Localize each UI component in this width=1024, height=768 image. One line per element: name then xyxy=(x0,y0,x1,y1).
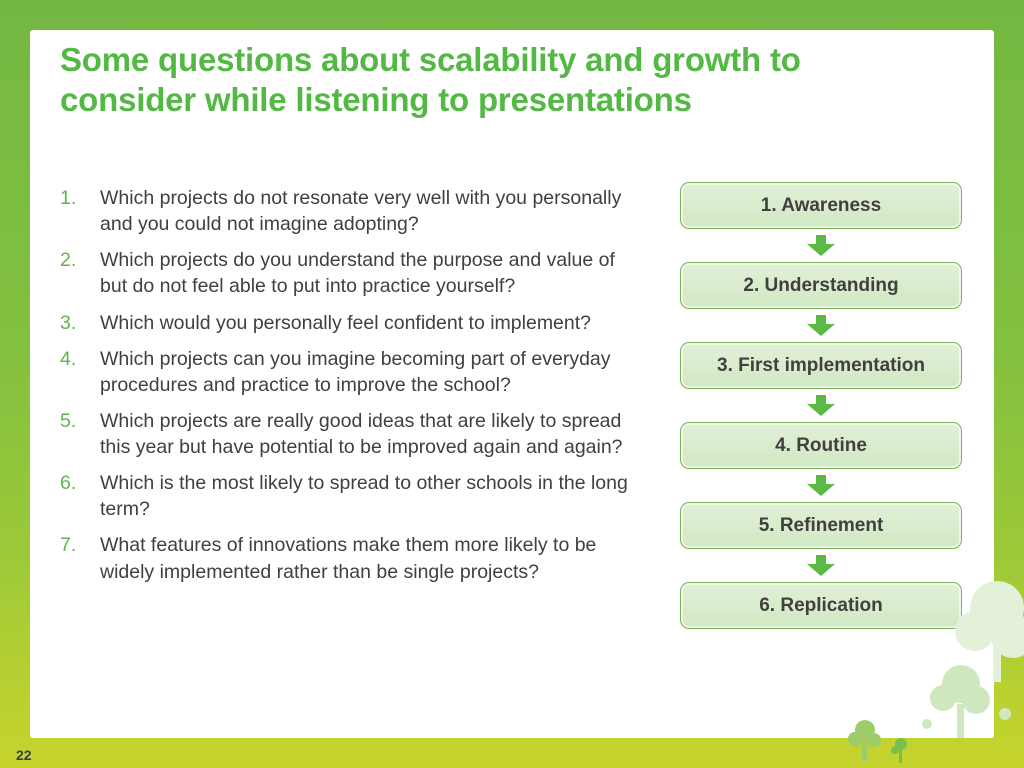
slide-title: Some questions about scalability and gro… xyxy=(60,41,801,118)
slide-content-panel: Some questions about scalability and gro… xyxy=(30,30,994,738)
arrow-down-icon xyxy=(807,315,835,336)
list-item: 6. Which is the most likely to spread to… xyxy=(60,470,645,522)
list-item-number: 3. xyxy=(60,311,77,334)
list-item: 2. Which projects do you understand the … xyxy=(60,247,645,299)
list-item-text: Which projects can you imagine becoming … xyxy=(100,347,611,396)
list-item-text: Which projects are really good ideas tha… xyxy=(100,409,623,458)
arrow-down-icon xyxy=(807,395,835,416)
list-item-number: 1. xyxy=(60,187,77,209)
flow-step-first-implementation: 3. First implementation xyxy=(680,342,962,389)
list-item: 5. Which projects are really good ideas … xyxy=(60,408,645,460)
list-item-number: 6. xyxy=(60,472,77,495)
arrow-down-icon xyxy=(807,555,835,576)
flow-arrow xyxy=(807,309,835,342)
flow-step-label: 2. Understanding xyxy=(743,274,899,296)
list-item: 3. Which would you personally feel confi… xyxy=(60,310,645,336)
list-item-number: 5. xyxy=(60,409,77,432)
flow-arrow xyxy=(807,469,835,502)
page-number: 22 xyxy=(16,747,32,763)
list-item-number: 7. xyxy=(60,534,77,557)
flow-step-understanding: 2. Understanding xyxy=(680,262,962,309)
flow-step-refinement: 5. Refinement xyxy=(680,502,962,549)
list-item-text: Which is the most likely to spread to ot… xyxy=(100,472,628,521)
list-item: 4. Which projects can you imagine becomi… xyxy=(60,346,645,398)
flow-arrow xyxy=(807,229,835,262)
list-item-text: Which would you personally feel confiden… xyxy=(100,311,592,334)
flow-step-label: 1. Awareness xyxy=(760,194,882,216)
list-item-number: 4. xyxy=(60,347,77,370)
flow-step-awareness: 1. Awareness xyxy=(680,182,962,229)
arrow-down-icon xyxy=(807,235,835,256)
flow-arrow xyxy=(807,549,835,582)
list-item-number: 2. xyxy=(60,249,77,272)
list-item: 7. What features of innovations make the… xyxy=(60,532,645,584)
list-item-text: What features of innovations make them m… xyxy=(100,534,597,583)
arrow-down-icon xyxy=(807,475,835,496)
flow-step-replication: 6. Replication xyxy=(680,582,962,629)
flow-arrow xyxy=(807,389,835,422)
flow-step-label: 6. Replication xyxy=(759,594,883,616)
flow-step-routine: 4. Routine xyxy=(680,422,962,469)
list-item: 1. Which projects do not resonate very w… xyxy=(60,185,645,237)
flow-step-label: 5. Refinement xyxy=(758,514,884,536)
list-item-text: Which projects do not resonate very well… xyxy=(100,187,622,236)
flow-step-label: 4. Routine xyxy=(775,434,867,456)
questions-list: 1. Which projects do not resonate very w… xyxy=(60,185,645,595)
flow-step-label: 3. First implementation xyxy=(717,354,925,376)
flowchart: 1. Awareness 2. Understanding 3. First i… xyxy=(680,182,962,629)
list-item-text: Which projects do you understand the pur… xyxy=(100,249,615,298)
